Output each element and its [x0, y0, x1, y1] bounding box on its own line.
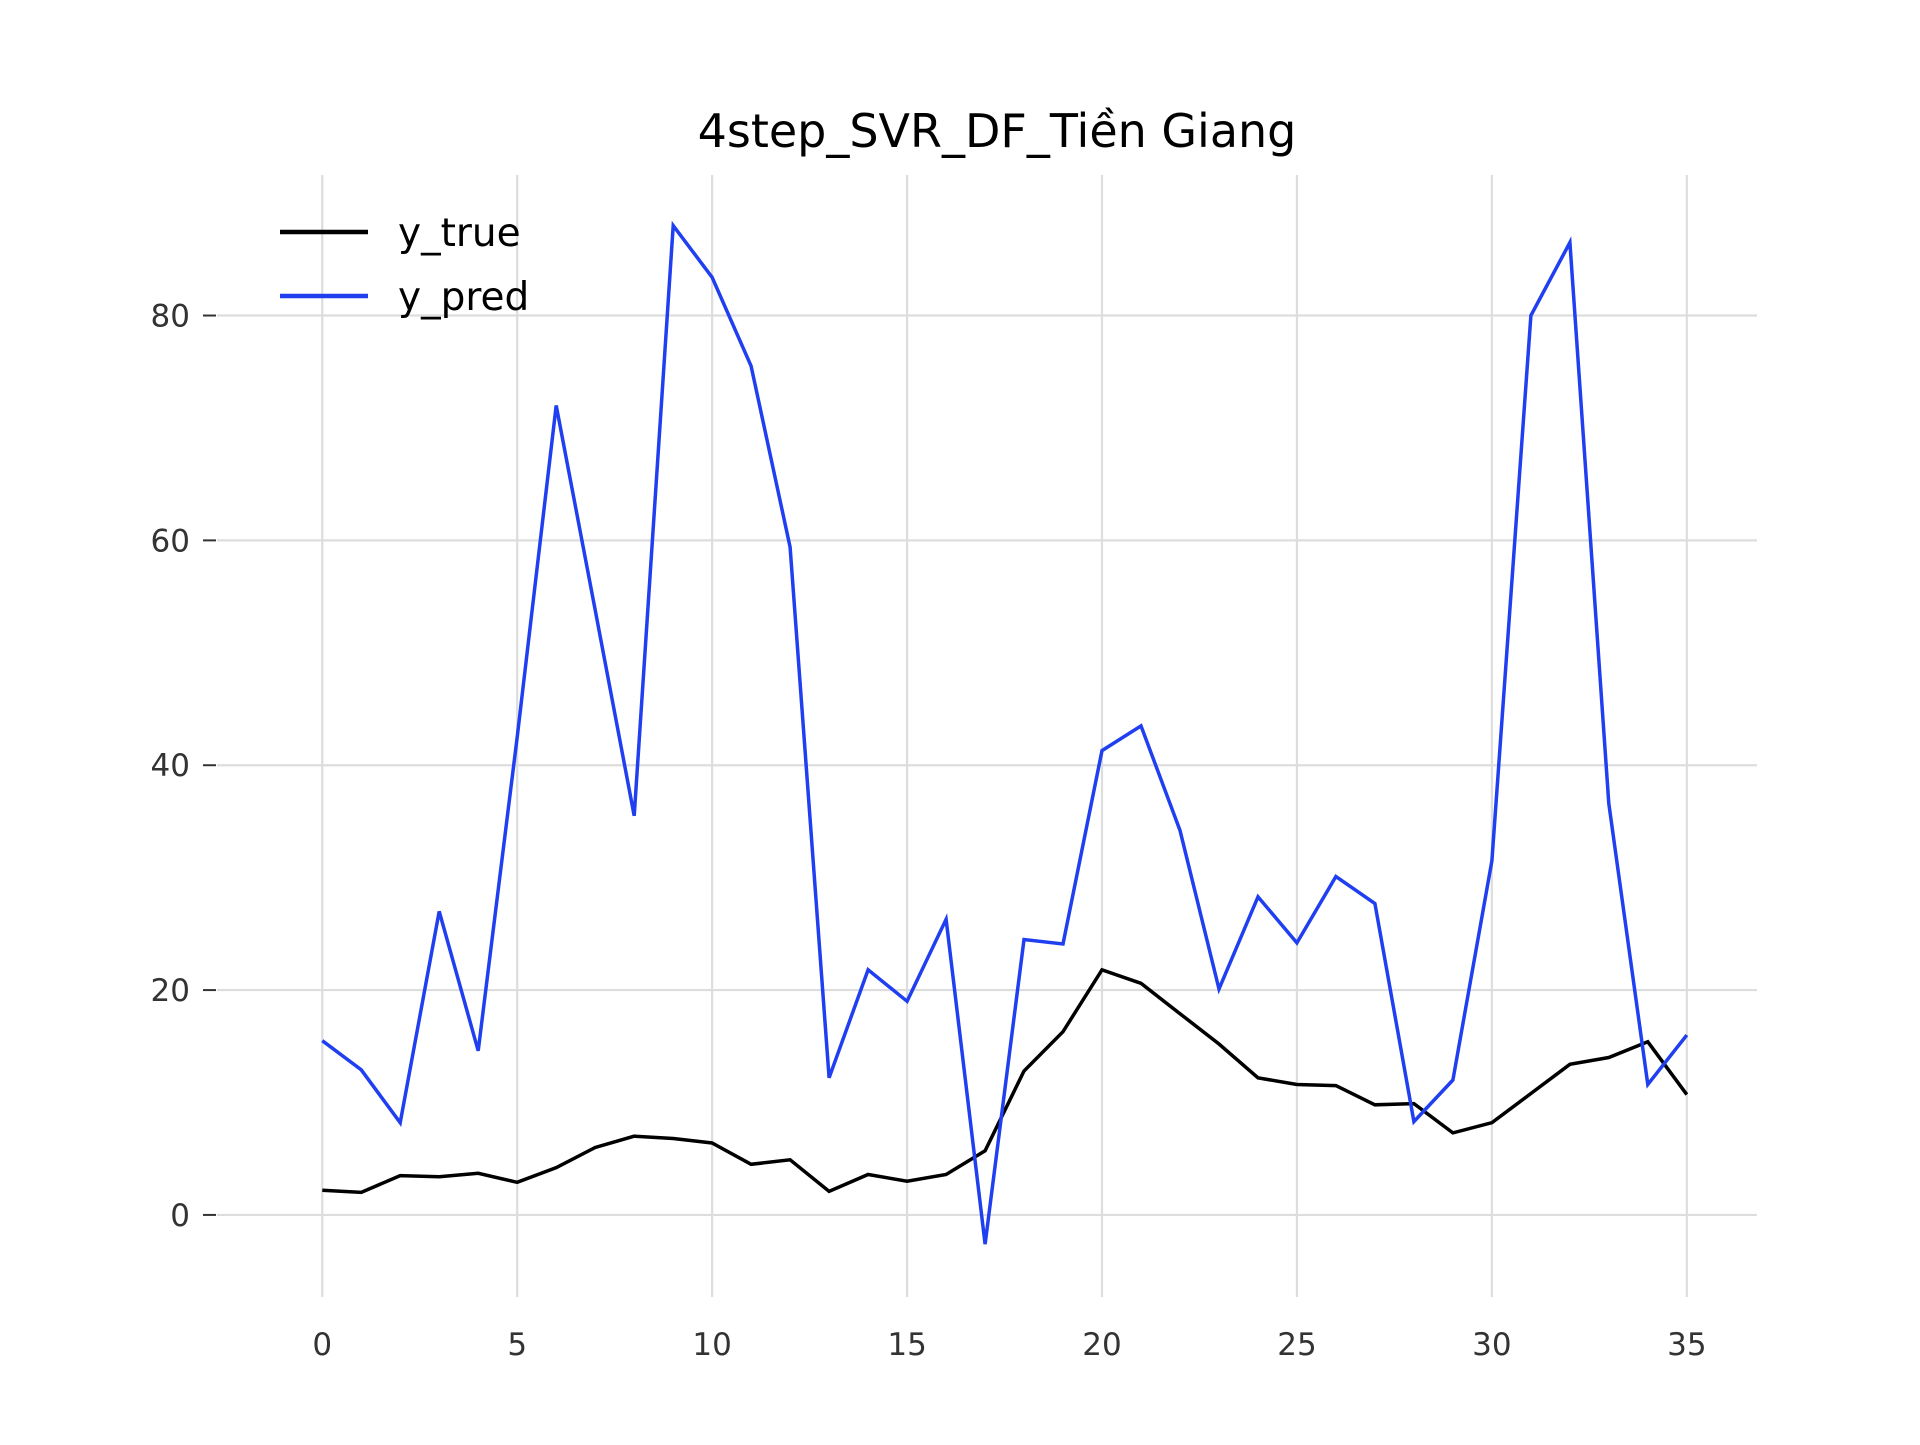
legend-label-y_pred: y_pred: [398, 275, 529, 320]
series-line-y_pred: [322, 226, 1687, 1245]
x-tick-label: 15: [887, 1327, 926, 1363]
series-lines: [322, 225, 1687, 1244]
legend: y_true y_pred: [280, 211, 529, 320]
chart-title: 4step_SVR_DF_Tiền Giang: [698, 104, 1297, 158]
x-tick-label: 30: [1472, 1327, 1511, 1363]
y-tick-label: 80: [151, 299, 190, 335]
x-tick-label: 10: [692, 1327, 731, 1363]
y-tick-label: 20: [151, 973, 190, 1009]
grid: [217, 175, 1757, 1297]
x-tick-label: 25: [1277, 1327, 1316, 1363]
y-tick-label: 40: [151, 748, 190, 784]
x-tick-label: 20: [1082, 1327, 1121, 1363]
legend-label-y_true: y_true: [398, 211, 521, 256]
y-tick-label: 0: [170, 1198, 190, 1234]
x-tick-label: 35: [1667, 1327, 1706, 1363]
x-tick-label: 0: [312, 1327, 332, 1363]
x-tick-label: 5: [507, 1327, 527, 1363]
y-tick-label: 60: [151, 523, 190, 559]
axes: 0 5 10 15 20 25 30 35 0 20 40 60 80: [151, 299, 1707, 1363]
